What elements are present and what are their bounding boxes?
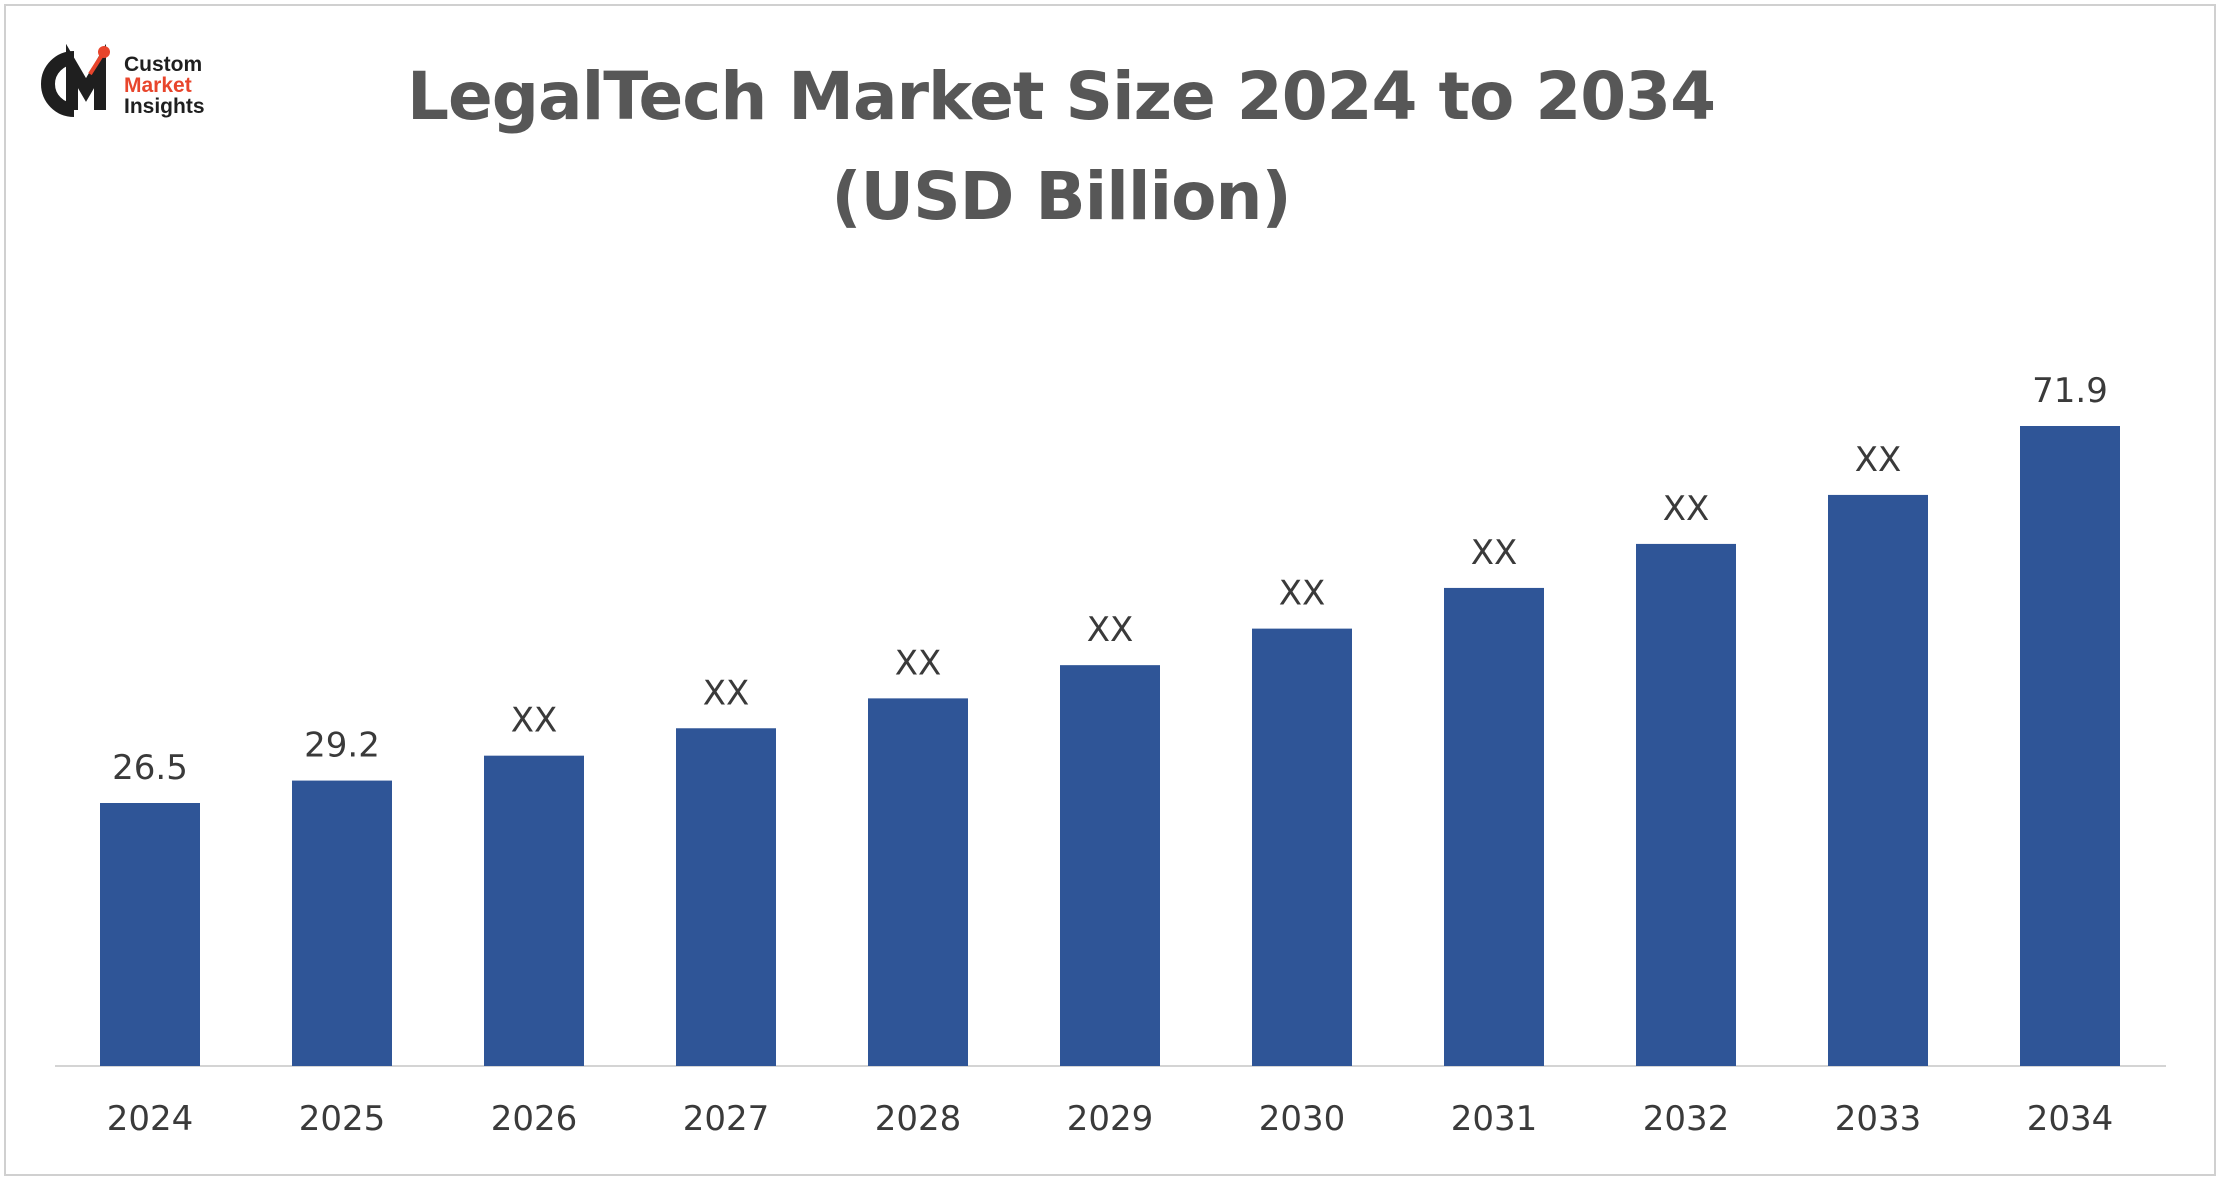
x-tick-label-2025: 2025 — [299, 1099, 386, 1139]
data-label-2033: XX — [1855, 440, 1902, 480]
x-tick-label-2024: 2024 — [107, 1099, 194, 1139]
data-label-2027: XX — [703, 673, 750, 713]
x-tick-label-2030: 2030 — [1259, 1099, 1346, 1139]
bar-2029 — [1060, 665, 1160, 1066]
data-label-2032: XX — [1663, 489, 1710, 529]
data-label-2024: 26.5 — [112, 748, 188, 788]
data-label-2030: XX — [1279, 574, 1326, 614]
cmi-logo-icon — [41, 44, 110, 117]
data-label-2034: 71.9 — [2032, 371, 2108, 411]
bar-2031 — [1444, 587, 1544, 1066]
x-tick-label-2029: 2029 — [1067, 1099, 1154, 1139]
x-tick-label-2032: 2032 — [1643, 1099, 1730, 1139]
x-tick-label-2034: 2034 — [2027, 1099, 2114, 1139]
bar-2034 — [2020, 426, 2120, 1066]
bar-2026 — [484, 755, 584, 1066]
x-tick-label-2027: 2027 — [683, 1099, 770, 1139]
data-label-2031: XX — [1471, 533, 1518, 573]
bar-2033 — [1828, 494, 1928, 1066]
logo-line-2: Market — [124, 74, 192, 97]
bar-2028 — [868, 698, 968, 1066]
bar-2024 — [100, 803, 200, 1066]
company-logo: Custom Market Insights — [34, 44, 234, 124]
logo-text: Custom Market Insights — [124, 54, 205, 117]
bar-2027 — [676, 728, 776, 1066]
logo-line-3: Insights — [124, 95, 205, 118]
data-label-2029: XX — [1087, 610, 1134, 650]
bar-2032 — [1636, 543, 1736, 1066]
logo-line-1: Custom — [124, 53, 203, 76]
data-label-2028: XX — [895, 643, 942, 683]
x-tick-label-2031: 2031 — [1451, 1099, 1538, 1139]
data-label-2026: XX — [511, 701, 558, 741]
data-label-2025: 29.2 — [304, 726, 380, 766]
x-tick-label-2033: 2033 — [1835, 1099, 1922, 1139]
x-tick-label-2026: 2026 — [491, 1099, 578, 1139]
bar-2030 — [1252, 628, 1352, 1066]
bar-2025 — [292, 780, 392, 1066]
chart-title: LegalTech Market Size 2024 to 2034 — [406, 58, 1716, 135]
x-tick-label-2028: 2028 — [875, 1099, 962, 1139]
chart-subtitle: (USD Billion) — [831, 158, 1291, 235]
